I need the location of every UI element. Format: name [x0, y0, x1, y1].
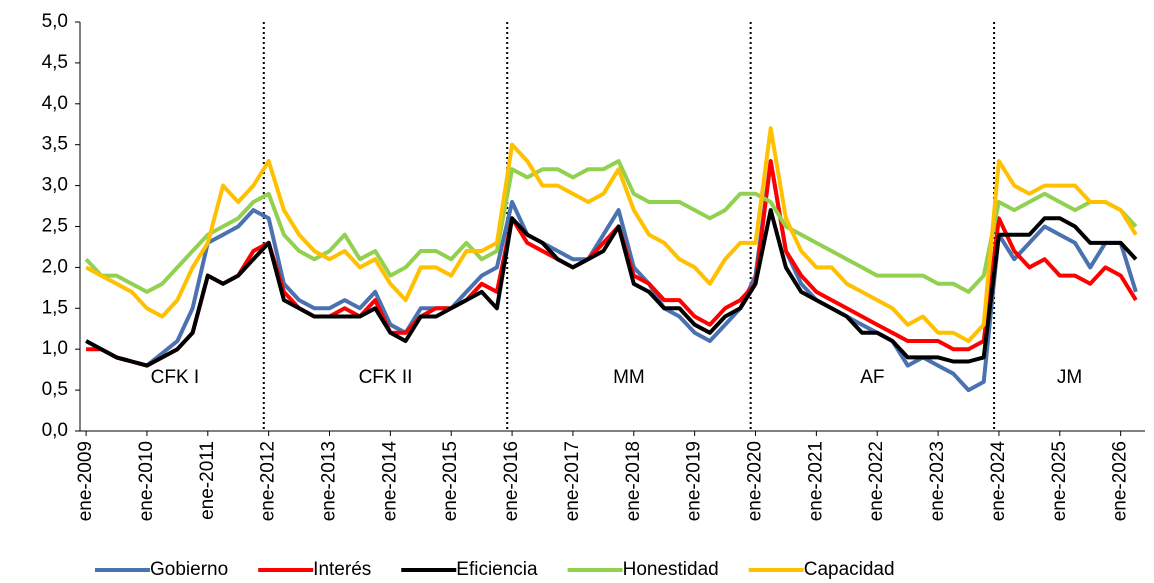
series-line: [85, 126, 1138, 343]
x-tick-label: ene-2011: [197, 441, 218, 520]
y-tick-label: 2,0: [42, 256, 68, 277]
x-tick-label: ene-2017: [562, 441, 583, 521]
y-tick-label: 0,0: [42, 420, 68, 441]
period-label: AF: [860, 367, 884, 388]
x-tick-label: ene-2016: [501, 441, 522, 521]
x-tick-label: ene-2014: [379, 441, 400, 522]
y-tick-label: 3,5: [42, 134, 68, 155]
legend-label: Interés: [313, 559, 371, 580]
x-tick-label: ene-2018: [623, 441, 644, 521]
x-tick-label: ene-2015: [440, 441, 461, 521]
x-tick-label: ene-2009: [75, 441, 96, 521]
x-tick-label: ene-2023: [927, 441, 948, 521]
period-label: MM: [613, 367, 645, 388]
legend-label: Gobierno: [150, 559, 228, 580]
x-tick-label: ene-2013: [319, 441, 340, 521]
y-tick-label: 4,5: [42, 52, 68, 73]
series-line: [84, 159, 1138, 294]
x-tick-label: ene-2025: [1049, 441, 1070, 521]
series-line: [85, 159, 1138, 393]
x-tick-label: ene-2019: [684, 441, 705, 521]
y-tick-label: 5,0: [42, 11, 68, 32]
period-label: CFK I: [151, 367, 200, 388]
x-tick-label: ene-2012: [258, 441, 279, 521]
series-line: [86, 159, 1138, 368]
x-tick-label: ene-2026: [1110, 441, 1131, 521]
y-tick-label: 2,5: [42, 216, 68, 237]
x-tick-label: ene-2010: [136, 441, 157, 521]
x-tick-label: ene-2024: [988, 441, 1009, 522]
legend-label: Eficiencia: [456, 559, 538, 580]
y-tick-label: 1,0: [42, 338, 68, 359]
y-tick-label: 1,5: [42, 297, 68, 318]
period-label: CFK II: [359, 367, 413, 388]
y-tick-label: 3,0: [42, 175, 68, 196]
period-label: JM: [1057, 367, 1082, 388]
x-tick-label: ene-2020: [745, 441, 766, 521]
series-line: [85, 208, 1138, 368]
legend-label: Honestidad: [623, 559, 719, 580]
x-tick-label: ene-2022: [866, 441, 887, 521]
y-tick-label: 4,0: [42, 93, 68, 114]
y-tick-label: 0,5: [42, 379, 68, 400]
x-tick-label: ene-2021: [805, 441, 826, 521]
legend-label: Capacidad: [804, 559, 895, 580]
